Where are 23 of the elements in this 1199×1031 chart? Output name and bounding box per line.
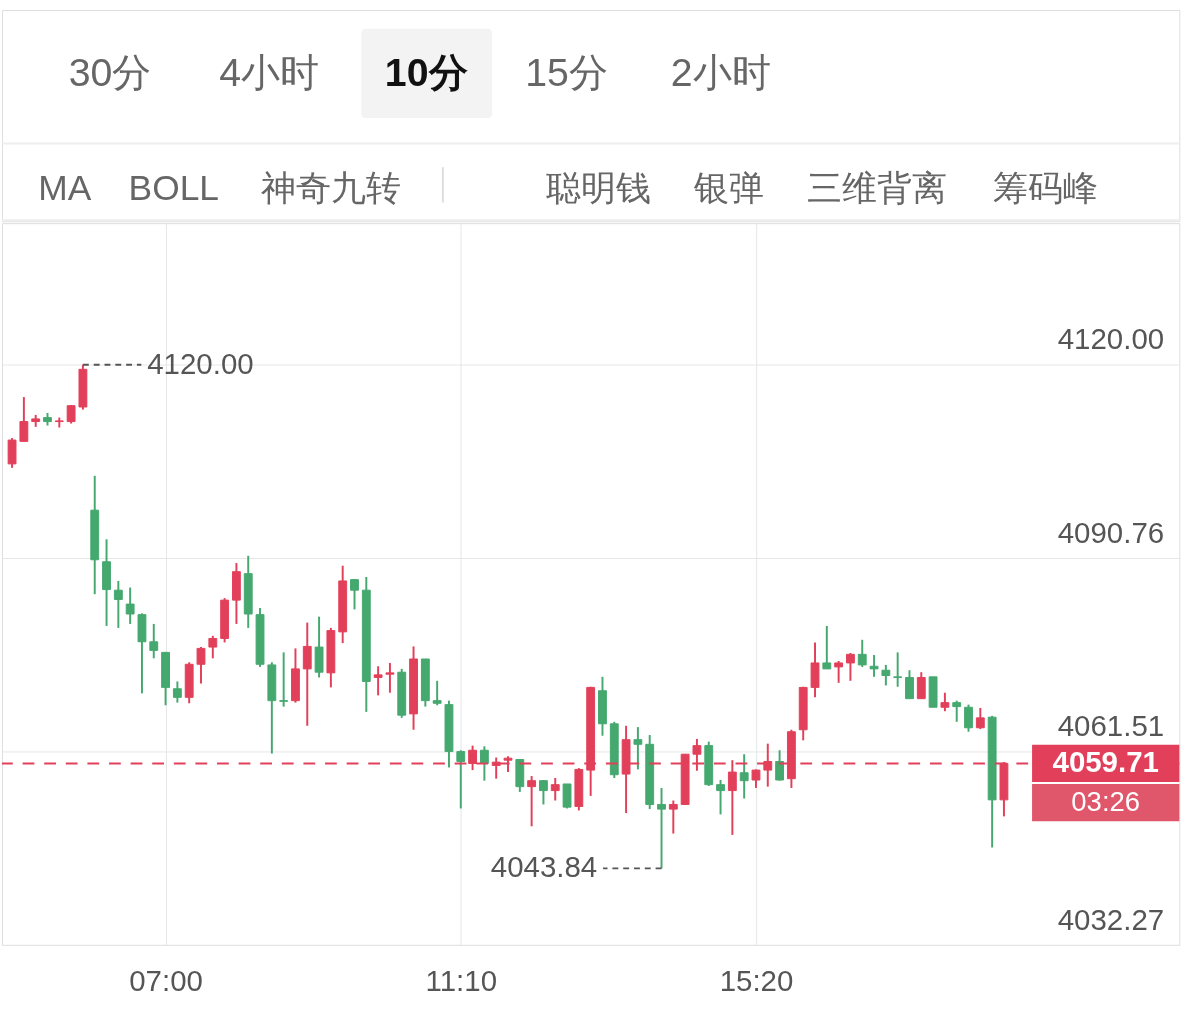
text: 10分: [384, 49, 468, 94]
y-tick-label: 4120.00: [1057, 322, 1165, 356]
ref-line-label: 4059.71: [1052, 745, 1159, 779]
text: BOLL: [128, 167, 220, 207]
text: 15分: [525, 49, 608, 94]
text: 三维背离: [806, 167, 947, 207]
text: 神奇九转: [260, 167, 401, 207]
y-tick-label: 4090.76: [1057, 515, 1165, 549]
x-tick-label: 07:00: [129, 963, 203, 997]
annotation: 4120.00: [147, 346, 254, 380]
text: MA: [38, 167, 92, 207]
x-tick-label: 11:10: [425, 963, 498, 997]
text: 银弹: [692, 167, 764, 207]
annotation: 03:26: [1071, 785, 1141, 817]
text: 筹码峰: [993, 167, 1099, 207]
text: 4小时: [219, 49, 319, 94]
y-tick-label: 4061.51: [1057, 709, 1165, 743]
annotation: 4043.84: [490, 850, 598, 884]
text: 2小时: [670, 49, 771, 94]
x-tick-label: 15:20: [719, 963, 794, 997]
text: 聪明钱: [545, 167, 651, 207]
text: 30分: [68, 49, 152, 94]
y-tick-label: 4032.27: [1057, 902, 1165, 936]
